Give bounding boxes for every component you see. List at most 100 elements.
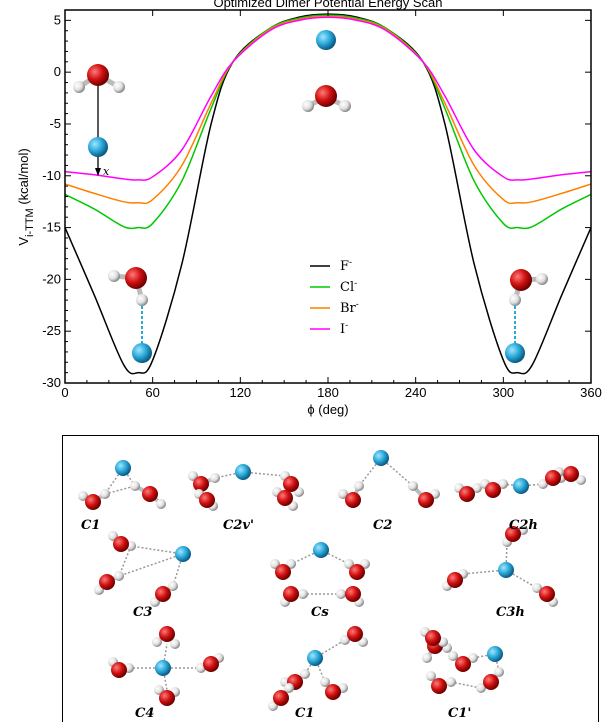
series-line-f (65, 13, 591, 375)
structure-label-6: Cs (311, 605, 329, 620)
hydrogen-atom (448, 651, 458, 661)
y-axis-label-sub: i-TTM (24, 208, 36, 237)
oxygen-atom (485, 482, 501, 498)
oxygen-atom (539, 586, 555, 602)
tick-layer: 0 60 120 180 240 300 360 5 0 -5 -10 -15 -20 -25 -30 (42, 10, 602, 400)
hydrogen-bond (130, 545, 184, 555)
hydrogen-bond (494, 653, 500, 673)
ion-atom (307, 650, 323, 666)
chart-title: Optimized Dimer Potential Energy Scan (213, 0, 442, 10)
hydrogen-bond (304, 657, 316, 675)
hydrogen-atom (494, 667, 504, 677)
legend-label-cl: Cl- (340, 279, 357, 295)
oxygen-atom (483, 674, 499, 690)
ion-atom (313, 542, 329, 558)
hydrogen-atom (538, 479, 548, 489)
oxygen-atom (277, 490, 293, 506)
hydrogen-atom (576, 475, 586, 485)
oxygen-atom (85, 494, 101, 510)
hydrogen-atom (336, 589, 346, 599)
hydrogen-atom (468, 653, 478, 663)
oxygen-atom (273, 690, 289, 706)
structure-label-4: C2h (509, 518, 538, 533)
oxygen-atom (345, 492, 361, 508)
structures-panel: C1 C2v' C2 C2h C3 Cs C3h C4 C1 C1' (62, 435, 599, 722)
structure-label-7: C3h (496, 605, 525, 620)
hydrogen-atom (426, 671, 436, 681)
hydrogen-bond (104, 485, 136, 495)
structure-label-2: C2v' (223, 518, 254, 533)
oxygen-atom (447, 572, 463, 588)
oxygen-atom (418, 492, 434, 508)
series-line-i (65, 16, 591, 181)
x-tick-label: 240 (405, 385, 427, 400)
hydrogen-atom (476, 683, 486, 693)
oxygen-atom (199, 492, 215, 508)
hydrogen-atom (472, 483, 482, 493)
hydrogen-atom (498, 479, 508, 489)
oxygen-atom (505, 526, 521, 542)
oxygen-atom (431, 678, 447, 694)
ion-atom (175, 546, 191, 562)
oxygen-atom (459, 486, 475, 502)
oxygen-atom (545, 470, 561, 486)
legend-ion-name: Cl (340, 280, 354, 295)
oxygen-atom (425, 630, 441, 646)
legend-ion-charge: - (356, 300, 359, 310)
hydrogen-atom (156, 499, 166, 509)
series-layer (65, 13, 591, 375)
x-tick-label: 120 (229, 385, 251, 400)
y-tick-label: -30 (42, 375, 61, 390)
hydrogen-bond (242, 471, 286, 477)
hydrogen-atom (130, 481, 140, 491)
x-tick-label: 180 (317, 385, 339, 400)
cluster-structures (78, 450, 586, 711)
y-tick-label: -15 (42, 220, 61, 235)
x-axis-label: ϕ (deg) (307, 402, 348, 417)
hydrogen-atom (114, 571, 124, 581)
legend-label-f: F- (340, 258, 352, 274)
series-line-br (65, 15, 591, 205)
oxygen-atom (142, 486, 158, 502)
oxygen-atom (111, 662, 127, 678)
oxygen-atom (349, 564, 365, 580)
hydrogen-atom (284, 683, 294, 693)
hydrogen-bond (118, 553, 184, 577)
hydrogen-atom (532, 583, 542, 593)
structure-label-8: C4 (135, 706, 154, 721)
hydrogen-atom (354, 481, 364, 491)
x-tick-label: 60 (145, 385, 159, 400)
oxygen-atom (193, 476, 209, 492)
oxygen-atom (203, 656, 219, 672)
oxygen-atom (563, 466, 579, 482)
structure-label-3: C2 (373, 518, 392, 533)
hydrogen-atom (340, 635, 350, 645)
hydrogen-atom (300, 669, 310, 679)
x-tick-label: 0 (61, 385, 68, 400)
ion-atom (513, 478, 529, 494)
oxygen-atom (155, 586, 171, 602)
y-tick-label: 5 (54, 12, 61, 27)
oxygen-atom (275, 564, 291, 580)
ion-atom (155, 660, 171, 676)
hydrogen-atom (408, 481, 418, 491)
hydrogen-atom (78, 491, 88, 501)
hydrogen-bond (462, 569, 507, 575)
structure-label-1: C1 (81, 518, 100, 533)
structure-label-10: C1' (448, 706, 471, 721)
legend-ion-name: I (340, 322, 345, 337)
hydrogen-bond (380, 457, 414, 487)
x-tick-label: 300 (492, 385, 514, 400)
ion-atom (373, 450, 389, 466)
y-tick-label: -25 (42, 323, 61, 338)
oxygen-atom (159, 690, 175, 706)
legend-ion-charge: - (354, 279, 357, 289)
inset-linear-complex: x (73, 64, 125, 178)
y-tick-label: -10 (42, 168, 61, 183)
y-tick-label: 0 (54, 64, 61, 79)
y-axis-label-unit: (kcal/mol) (16, 148, 31, 208)
legend: F-Cl-Br-I- (310, 258, 359, 337)
hydrogen-atom (338, 489, 348, 499)
oxygen-atom (325, 684, 341, 700)
legend-ion-name: F (340, 259, 349, 274)
